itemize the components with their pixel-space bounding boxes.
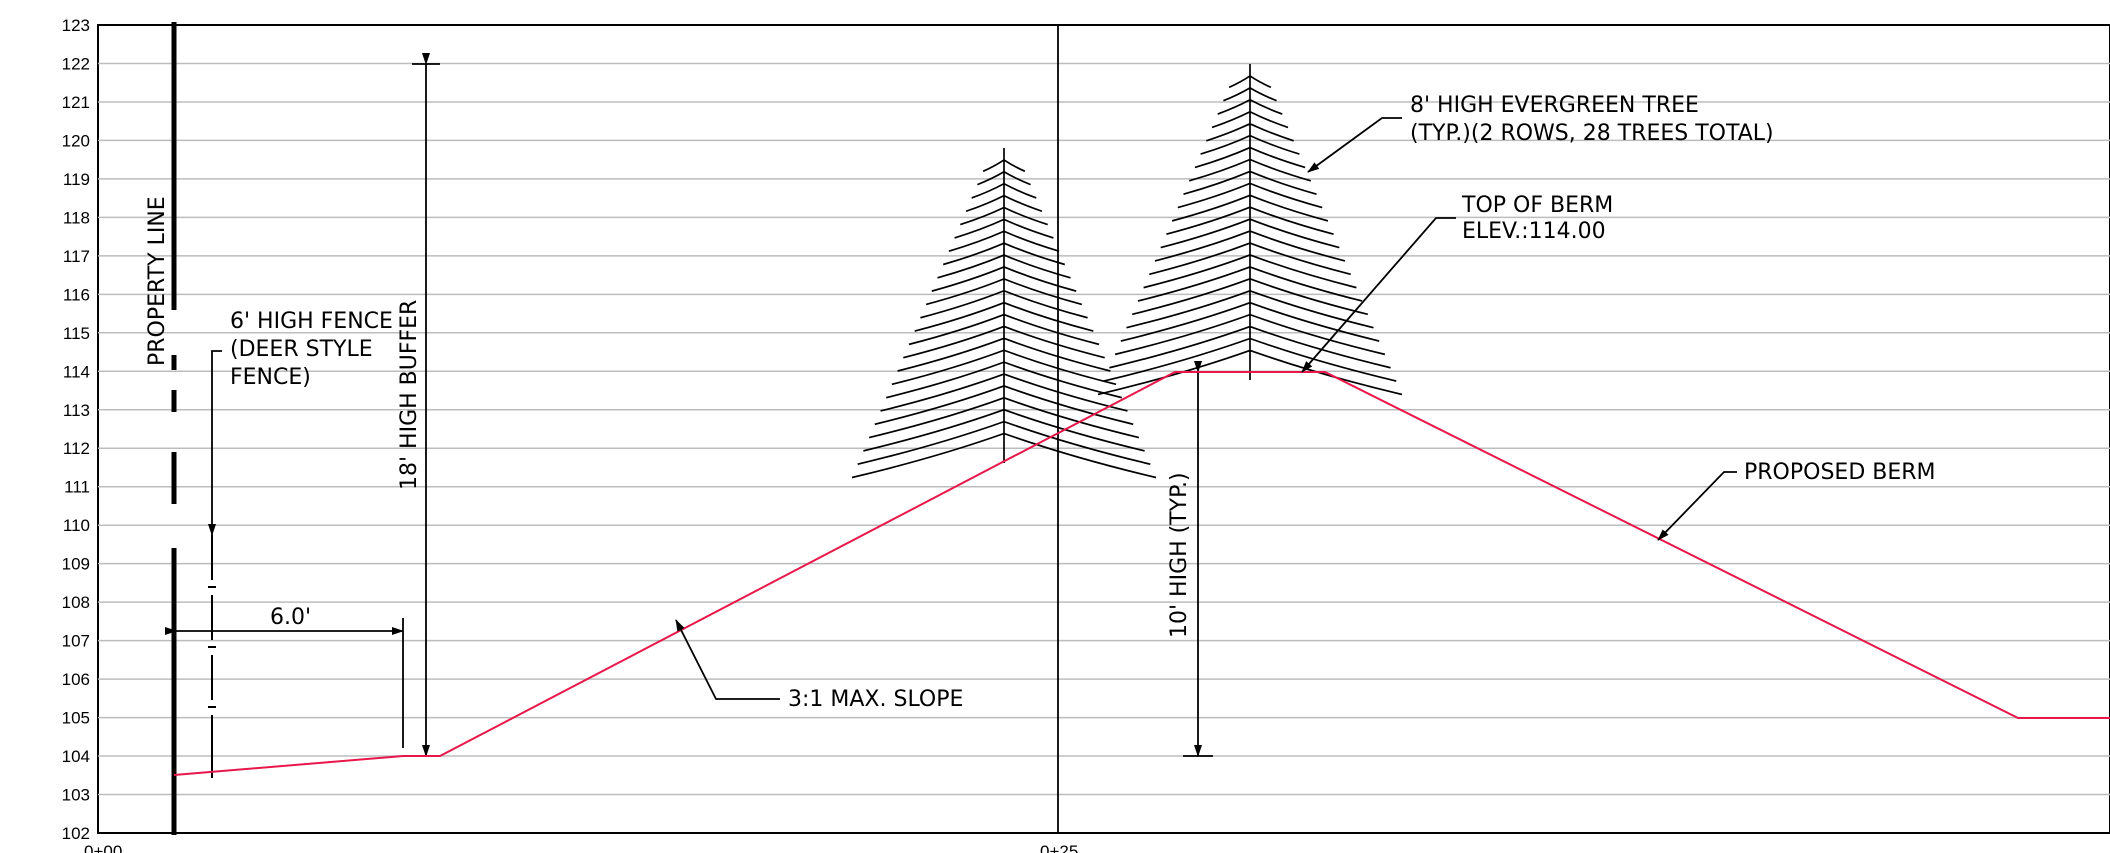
elevation-tick-label: 123 xyxy=(62,16,90,35)
elevation-tick-labels: 102 103 104 105 106 107 108 109 110 111 112 113 114 1… xyxy=(62,16,90,843)
elevation-tick-label: 116 xyxy=(63,285,90,304)
elevation-tick-label: 106 xyxy=(62,670,90,689)
elevation-tick-label: 105 xyxy=(62,709,90,728)
berm-profile xyxy=(173,371,2110,776)
top-of-berm-label-line-1: TOP OF BERM xyxy=(1461,193,1613,218)
elevation-tick-label: 115 xyxy=(63,324,90,343)
slope-label: 3:1 MAX. SLOPE xyxy=(788,687,963,712)
elevation-tick-label: 113 xyxy=(63,401,90,420)
tree-label-line-2: (TYP.)(2 ROWS, 28 TREES TOTAL) xyxy=(1410,121,1774,146)
proposed-berm-label: PROPOSED BERM xyxy=(1744,460,1936,485)
fence-label-line-1: 6' HIGH FENCE xyxy=(230,309,393,334)
tree-branches xyxy=(851,148,1157,479)
elevation-tick-label: 109 xyxy=(62,555,90,574)
offset-label: 6.0' xyxy=(270,605,311,630)
elevation-tick-label: 111 xyxy=(64,478,90,497)
tree-leader xyxy=(1307,117,1402,173)
top-of-berm-leader xyxy=(1301,217,1456,373)
station-label-0-00: 0+00 xyxy=(84,842,122,853)
property-line-label: PROPERTY LINE xyxy=(145,196,170,366)
tree-branches xyxy=(1097,64,1403,396)
elevation-grid xyxy=(98,62,2110,796)
elevation-tick-label: 110 xyxy=(63,516,90,535)
elevation-tick-label: 117 xyxy=(63,247,90,266)
fence-symbol xyxy=(208,535,216,778)
fence-label-line-3: FENCE) xyxy=(230,365,311,390)
elevation-tick-label: 118 xyxy=(63,208,90,227)
elevation-tick-label: 119 xyxy=(63,170,90,189)
berm-height-label: 10' HIGH (TYP.) xyxy=(1167,472,1192,638)
elevation-tick-label: 102 xyxy=(62,824,90,843)
elevation-tick-label: 107 xyxy=(62,632,90,651)
elevation-tick-label: 112 xyxy=(63,439,90,458)
elevation-tick-label: 114 xyxy=(63,362,90,381)
top-of-berm-label-line-2: ELEV.:114.00 xyxy=(1462,219,1606,244)
elevation-tick-label: 104 xyxy=(62,747,90,766)
elevation-tick-label: 122 xyxy=(62,54,90,73)
elevation-tick-label: 103 xyxy=(62,786,90,805)
drawing-frame xyxy=(97,24,2110,834)
tree-label-line-1: 8' HIGH EVERGREEN TREE xyxy=(1410,93,1699,118)
evergreen-tree-left xyxy=(851,148,1157,479)
evergreen-tree-right xyxy=(1097,64,1403,396)
fence-leader xyxy=(208,350,222,536)
station-label-0-25: 0+25 xyxy=(1040,842,1078,853)
proposed-berm-leader xyxy=(1657,471,1737,541)
slope-leader xyxy=(675,619,780,700)
buffer-label: 18' HIGH BUFFER xyxy=(397,300,422,490)
elevation-tick-label: 121 xyxy=(62,93,90,112)
elevation-tick-label: 108 xyxy=(62,593,90,612)
elevation-tick-label: 120 xyxy=(62,131,90,150)
fence-label-line-2: (DEER STYLE xyxy=(230,337,373,362)
